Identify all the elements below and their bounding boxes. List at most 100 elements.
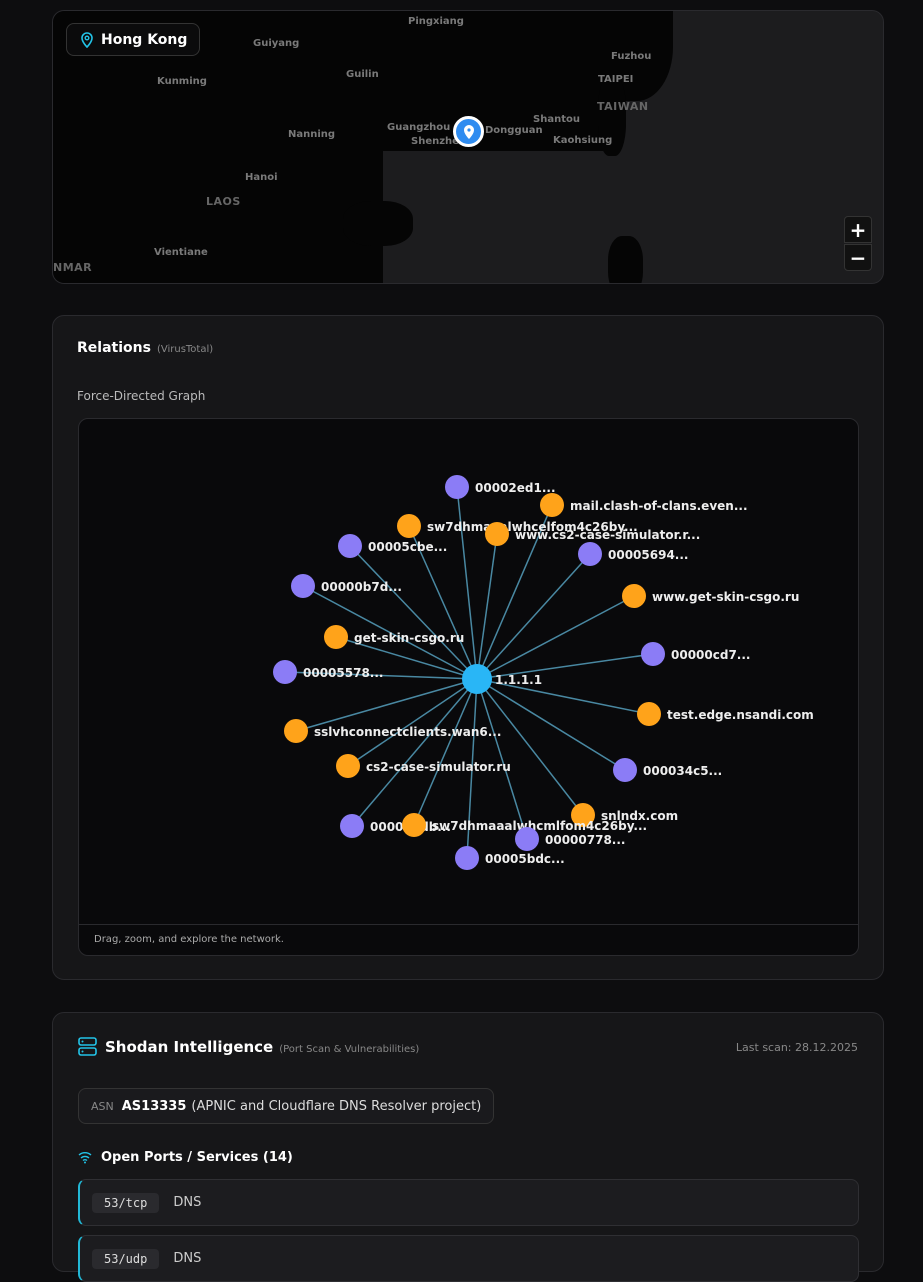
country-label: LAOS — [206, 195, 241, 208]
domain-node[interactable] — [571, 803, 595, 827]
graph-edge — [413, 678, 478, 826]
node-label: 00002ed1... — [475, 481, 556, 495]
node-label: 000034c5... — [643, 764, 722, 778]
file-node[interactable] — [613, 758, 637, 782]
city-label: Fuzhou — [611, 51, 652, 62]
graph-edge — [408, 525, 478, 680]
center-node-label: 1.1.1.1 — [495, 673, 542, 687]
graph-edge — [466, 678, 478, 859]
graph-edge — [476, 653, 654, 680]
map-pin-icon — [81, 32, 93, 48]
center-node[interactable] — [462, 664, 492, 694]
node-label: 00005bdc... — [485, 852, 565, 866]
city-label: Dongguan — [485, 125, 543, 136]
country-label: TAIWAN — [597, 100, 649, 113]
location-badge: Hong Kong — [66, 23, 201, 56]
node-label: www.get-skin-csgo.ru — [652, 590, 799, 604]
graph-edge — [476, 504, 553, 680]
node-label: sw7dhmaaalwhcelfom4c26by... — [427, 520, 638, 534]
graph-edge — [349, 545, 478, 680]
domain-node[interactable] — [485, 522, 509, 546]
location-marker[interactable] — [453, 116, 484, 147]
graph-edge — [284, 671, 478, 680]
city-label: Kaohsiung — [553, 135, 613, 146]
location-map[interactable]: Pingxiang Guiyang Fuzhou Kunming Guilin TAIPE… — [52, 10, 884, 284]
node-label: 00005578... — [303, 666, 383, 680]
port-row[interactable]: 53/udp DNS — [78, 1235, 859, 1282]
city-label: Nanning — [288, 129, 336, 140]
file-node[interactable] — [338, 534, 362, 558]
city-label: Hanoi — [245, 172, 278, 183]
file-node[interactable] — [641, 642, 665, 666]
last-scan: Last scan: 28.12.2025 — [735, 1041, 858, 1054]
graph-edge — [347, 678, 478, 767]
graph-edge — [476, 553, 591, 680]
city-label: Guiyang — [253, 38, 300, 49]
land — [53, 151, 383, 283]
zoom-in-button[interactable]: + — [844, 216, 872, 243]
node-label: mail.clash-of-clans.even... — [570, 499, 748, 513]
file-node[interactable] — [578, 542, 602, 566]
city-label: Pingxiang — [408, 16, 464, 27]
graph-edge — [456, 486, 478, 680]
graph-edge — [335, 636, 478, 680]
domain-node[interactable] — [336, 754, 360, 778]
relations-title: Relations (VirusTotal) — [77, 340, 213, 356]
city-label: Guangzhou — [387, 122, 451, 133]
node-label: cs2-case-simulator.ru — [366, 760, 511, 774]
domain-node[interactable] — [284, 719, 308, 743]
zoom-out-button[interactable]: − — [844, 244, 872, 271]
file-node[interactable] — [291, 574, 315, 598]
node-label: test.edge.nsandi.com — [667, 708, 814, 722]
map-pin-icon — [463, 124, 474, 139]
title-text: Relations — [77, 340, 151, 356]
node-label: 00000b7d... — [321, 580, 402, 594]
node-label: get-skin-csgo.ru — [354, 631, 464, 645]
city-label: Shenzhen — [411, 136, 467, 147]
graph-edge — [302, 585, 478, 680]
shodan-subtitle: (Port Scan & Vulnerabilities) — [279, 1044, 420, 1055]
graph-canvas[interactable]: 00002ed1... mail.clash-of-clans.even... sw… — [79, 419, 859, 925]
node-label: 00000778... — [545, 833, 625, 847]
asn-org: (APNIC and Cloudflare DNS Resolver proje… — [191, 1098, 482, 1114]
file-node[interactable] — [445, 475, 469, 499]
city-label: TAIPEI — [598, 74, 634, 85]
force-graph[interactable]: 00002ed1... mail.clash-of-clans.even... sw… — [78, 418, 859, 956]
city-label: Vientiane — [154, 247, 208, 258]
domain-node[interactable] — [637, 702, 661, 726]
file-node[interactable] — [515, 827, 539, 851]
port-tag: 53/tcp — [92, 1192, 160, 1213]
graph-edge — [476, 678, 650, 715]
domain-node[interactable] — [397, 514, 421, 538]
graph-edge — [295, 678, 478, 732]
file-node[interactable] — [455, 846, 479, 870]
node-label: 00005694... — [608, 548, 688, 562]
hainan — [343, 201, 413, 246]
domain-node[interactable] — [324, 625, 348, 649]
graph-edge — [476, 533, 498, 680]
taiwan — [598, 76, 626, 156]
wifi-icon — [78, 1152, 92, 1164]
file-node[interactable] — [273, 660, 297, 684]
city-label: Kunming — [157, 76, 207, 87]
relations-panel: Relations (VirusTotal) Force-Directed Gra… — [52, 315, 884, 980]
domain-node[interactable] — [402, 813, 426, 837]
graph-edge — [476, 678, 626, 771]
node-label: 00000cd7... — [671, 648, 750, 662]
shodan-panel: Shodan Intelligence (Port Scan & Vulnerab… — [52, 1012, 884, 1282]
graph-edge — [476, 678, 584, 816]
node-label: sslvhconnectclients.wan6... — [314, 725, 501, 739]
location-name: Hong Kong — [101, 31, 188, 48]
graph-edge — [476, 678, 528, 840]
node-label: 00005cbe... — [368, 540, 447, 554]
city-label: Shantou — [533, 114, 580, 125]
ports-title: Open Ports / Services (14) — [101, 1150, 293, 1165]
server-icon — [78, 1037, 97, 1056]
port-row[interactable]: 53/tcp DNS — [78, 1179, 859, 1226]
file-node[interactable] — [340, 814, 364, 838]
domain-node[interactable] — [540, 493, 564, 517]
domain-node[interactable] — [622, 584, 646, 608]
port-service: DNS — [173, 1195, 202, 1210]
country-label: NMAR — [53, 261, 93, 274]
node-label: sw7dhmaaalwhcmlfom4c26by... — [432, 819, 647, 833]
